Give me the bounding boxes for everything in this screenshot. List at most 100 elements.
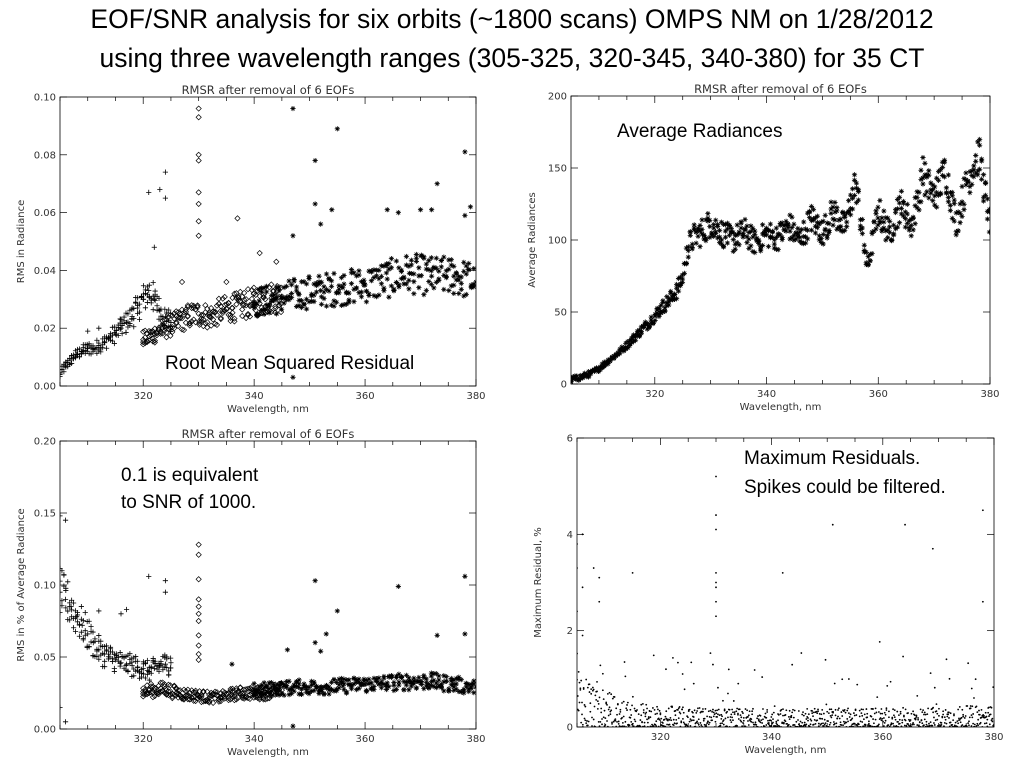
rms-diamond-point (173, 319, 180, 326)
max-point (985, 715, 988, 718)
avg-point (853, 185, 860, 191)
rms-asterisk-point (451, 263, 457, 269)
snr-asterisk-point (298, 691, 305, 697)
max-point (782, 714, 784, 717)
snr-asterisk-point (463, 681, 469, 687)
snr-asterisk-point (356, 679, 362, 685)
rms-asterisk-point (471, 281, 476, 287)
max-point (591, 725, 593, 727)
snr-asterisk-point (269, 693, 275, 699)
rms-diamond-point (239, 312, 246, 320)
snr-asterisk-point (431, 677, 437, 683)
avg-point (797, 238, 803, 244)
max-outlier-point (948, 677, 951, 680)
avg-point (652, 313, 658, 319)
max-point (938, 714, 940, 717)
max-point (735, 710, 738, 713)
rms-plus-point (150, 280, 156, 286)
rms-plus-point (111, 340, 117, 347)
rms-diamond-point (190, 316, 197, 323)
max-point (615, 707, 618, 710)
rms-diamond-point (241, 289, 248, 297)
snr-asterisk-point (281, 682, 287, 688)
rms-asterisk-point (303, 281, 310, 287)
snr-diamond-point (213, 692, 221, 699)
rms-diamond-point (195, 310, 202, 317)
max-point (910, 712, 913, 715)
max-point (707, 720, 709, 723)
max-point (782, 722, 785, 725)
max-point (588, 691, 591, 693)
max-point (809, 718, 812, 721)
max-point (976, 711, 979, 714)
rms-asterisk-outlier-point (312, 157, 318, 164)
max-point (601, 672, 604, 675)
snr-asterisk-point (433, 680, 439, 686)
avg-point (865, 261, 871, 268)
rms-asterisk-point (301, 279, 307, 285)
max-point (970, 714, 973, 717)
rms-asterisk-point (286, 296, 292, 303)
avg-point (979, 176, 985, 182)
rms-plus-point (115, 332, 121, 338)
max-point (808, 725, 811, 727)
rms-asterisk-point (428, 255, 434, 261)
max-point (902, 655, 904, 658)
rms-diamond-outlier-point (273, 258, 280, 265)
rms-diamond-point (180, 326, 188, 334)
avg-point (822, 212, 828, 219)
max-point (918, 725, 920, 727)
snr-y-tick-label: 0.00 (34, 725, 56, 736)
max-point (828, 723, 831, 726)
max-point (639, 719, 642, 721)
avg-point (693, 240, 699, 246)
max-point (924, 725, 927, 727)
avg-point (707, 234, 713, 241)
max-point (777, 719, 779, 722)
rms-asterisk-point (281, 300, 287, 306)
avg-point (808, 227, 815, 233)
avg-point (703, 235, 709, 241)
avg-point (593, 365, 600, 371)
avg-point (873, 208, 879, 214)
snr-asterisk-point (436, 673, 442, 679)
rms-plus-point (76, 346, 83, 352)
avg-point (799, 239, 805, 245)
max-point (730, 721, 733, 724)
max-point (864, 724, 867, 727)
avg-y-tick-label: 50 (554, 308, 567, 319)
max-point (606, 725, 609, 727)
max-point (801, 721, 804, 724)
max-point (636, 709, 638, 711)
max-point (651, 723, 653, 726)
snr-asterisk-point (301, 682, 307, 689)
max-point (849, 713, 852, 716)
avg-point (812, 223, 819, 229)
snr-asterisk-point (456, 674, 462, 680)
max-point (645, 703, 648, 706)
snr-plus-point (135, 658, 141, 664)
snr-asterisk-point (295, 684, 302, 690)
avg-point (875, 215, 881, 221)
max-point (976, 722, 979, 725)
snr-asterisk-point (401, 687, 407, 693)
rms-plus-outlier-point (157, 186, 163, 193)
rms-asterisk-point (406, 277, 412, 283)
rms-asterisk-point (323, 271, 330, 277)
max-point (776, 723, 779, 726)
avg-point (979, 158, 985, 164)
max-point (775, 722, 778, 725)
max-point (850, 718, 853, 721)
max-point (940, 723, 943, 726)
rms-asterisk-point (366, 292, 372, 299)
snr-plus-point (98, 638, 104, 644)
rms-asterisk-point (281, 284, 287, 291)
snr-asterisk-point (341, 676, 347, 682)
avg-point (584, 372, 590, 378)
max-point (634, 720, 637, 723)
snr-asterisk-point (308, 688, 315, 694)
max-point (980, 708, 983, 711)
max-point (644, 715, 647, 718)
max-point (676, 722, 678, 725)
rms-diamond-point (241, 301, 248, 309)
